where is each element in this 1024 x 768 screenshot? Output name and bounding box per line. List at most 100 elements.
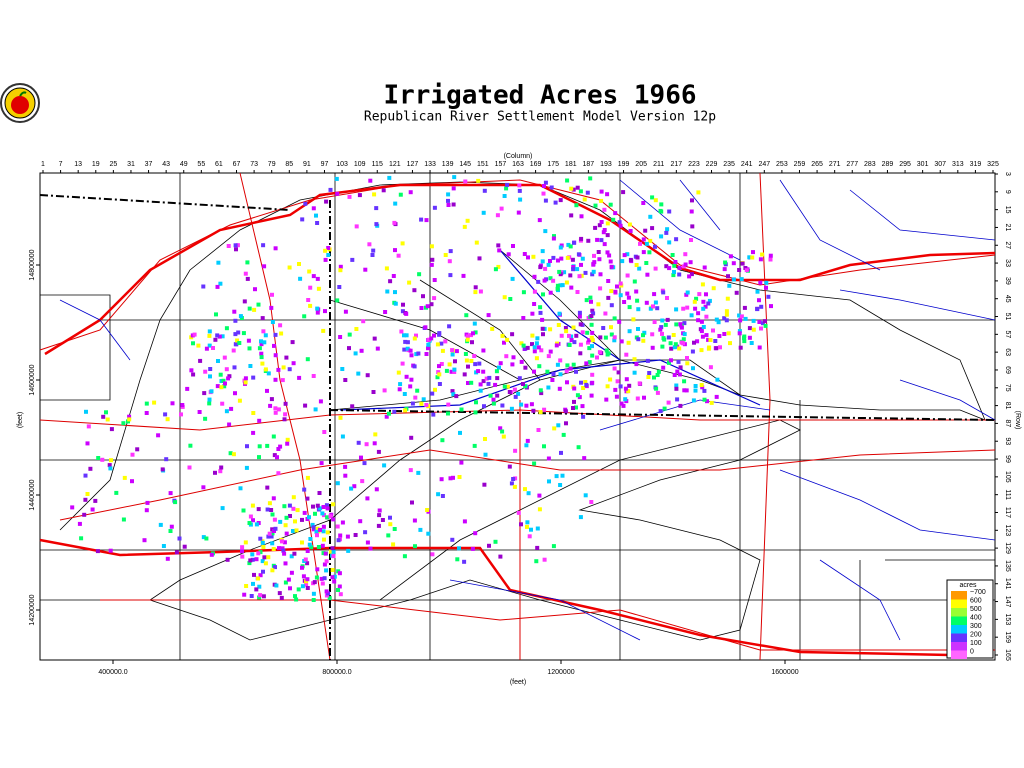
cell — [257, 346, 262, 351]
cell — [634, 362, 639, 367]
cell — [310, 522, 315, 527]
cell — [250, 503, 255, 508]
cell — [254, 557, 259, 562]
cell — [524, 443, 529, 448]
cell — [282, 417, 287, 422]
cell — [412, 336, 417, 341]
cell — [586, 238, 591, 243]
column-tick-label: 193 — [600, 161, 612, 168]
cell — [546, 262, 551, 267]
cell — [367, 242, 372, 247]
cell — [412, 364, 417, 369]
cell — [646, 375, 651, 379]
cell — [439, 477, 444, 482]
cell — [591, 311, 596, 316]
cell — [674, 307, 679, 312]
cell — [261, 569, 265, 574]
row-tick-label: 117 — [1004, 507, 1011, 518]
cell — [443, 253, 448, 257]
cell — [315, 221, 320, 225]
cell — [436, 492, 441, 497]
cell — [314, 529, 319, 534]
cell — [482, 482, 487, 487]
cell — [493, 267, 498, 272]
cell — [671, 333, 676, 337]
cell — [421, 397, 426, 402]
y-feet-tick-label: 14400000 — [29, 479, 36, 510]
cell — [315, 567, 320, 572]
cell — [647, 371, 652, 375]
cell — [648, 306, 653, 311]
cell — [361, 319, 366, 324]
cell — [469, 359, 474, 363]
cell — [461, 273, 466, 278]
cell — [304, 582, 309, 587]
cell — [589, 393, 594, 398]
cell — [587, 360, 592, 365]
cell — [384, 266, 389, 271]
cell — [488, 393, 493, 398]
cell — [418, 527, 423, 532]
column-tick-label: 73 — [250, 161, 258, 168]
cell — [173, 500, 178, 505]
cell — [408, 468, 413, 473]
cell — [576, 445, 581, 450]
cell — [481, 348, 486, 353]
cell — [541, 292, 545, 297]
column-tick-label: 319 — [970, 161, 982, 168]
cell — [237, 398, 242, 403]
cell — [722, 316, 727, 321]
cell — [243, 271, 248, 276]
cell — [302, 314, 307, 319]
cell — [101, 414, 106, 419]
cell — [262, 264, 267, 269]
cell — [332, 579, 337, 584]
cell — [565, 380, 569, 385]
cell — [273, 377, 278, 382]
cell — [704, 314, 709, 319]
cell — [567, 333, 571, 338]
cell — [305, 496, 310, 501]
cell — [637, 266, 642, 271]
cell — [465, 218, 470, 223]
cell — [532, 274, 537, 279]
cell — [288, 514, 292, 518]
cell — [315, 533, 319, 538]
cell — [332, 574, 337, 579]
cell — [303, 557, 308, 562]
cell — [425, 508, 430, 512]
cell — [738, 318, 743, 323]
cell — [549, 185, 554, 190]
column-axis-label: (Column) — [504, 153, 533, 160]
cell — [538, 410, 543, 415]
cell — [391, 542, 396, 547]
cell — [588, 295, 593, 300]
legend-swatch — [951, 633, 967, 642]
cell — [681, 337, 686, 342]
cell — [525, 438, 530, 443]
cell — [655, 306, 660, 311]
cell — [436, 370, 441, 375]
cell — [699, 329, 704, 334]
cell — [281, 365, 286, 370]
cell — [613, 289, 618, 294]
cell — [481, 379, 486, 384]
column-tick-label: 187 — [583, 161, 595, 168]
cell — [267, 501, 272, 506]
cell — [581, 386, 586, 390]
cell — [370, 253, 375, 257]
cell — [584, 382, 589, 387]
cell — [609, 325, 613, 330]
row-tick-label: 57 — [1004, 330, 1011, 338]
cell — [666, 400, 671, 405]
cell — [220, 506, 225, 511]
cell — [568, 244, 573, 249]
cell — [477, 361, 482, 366]
cell — [486, 313, 491, 318]
cell — [569, 338, 574, 343]
cell — [295, 508, 300, 513]
cell — [455, 557, 460, 562]
cell — [660, 344, 665, 349]
cell — [292, 551, 297, 556]
cell — [660, 318, 665, 323]
